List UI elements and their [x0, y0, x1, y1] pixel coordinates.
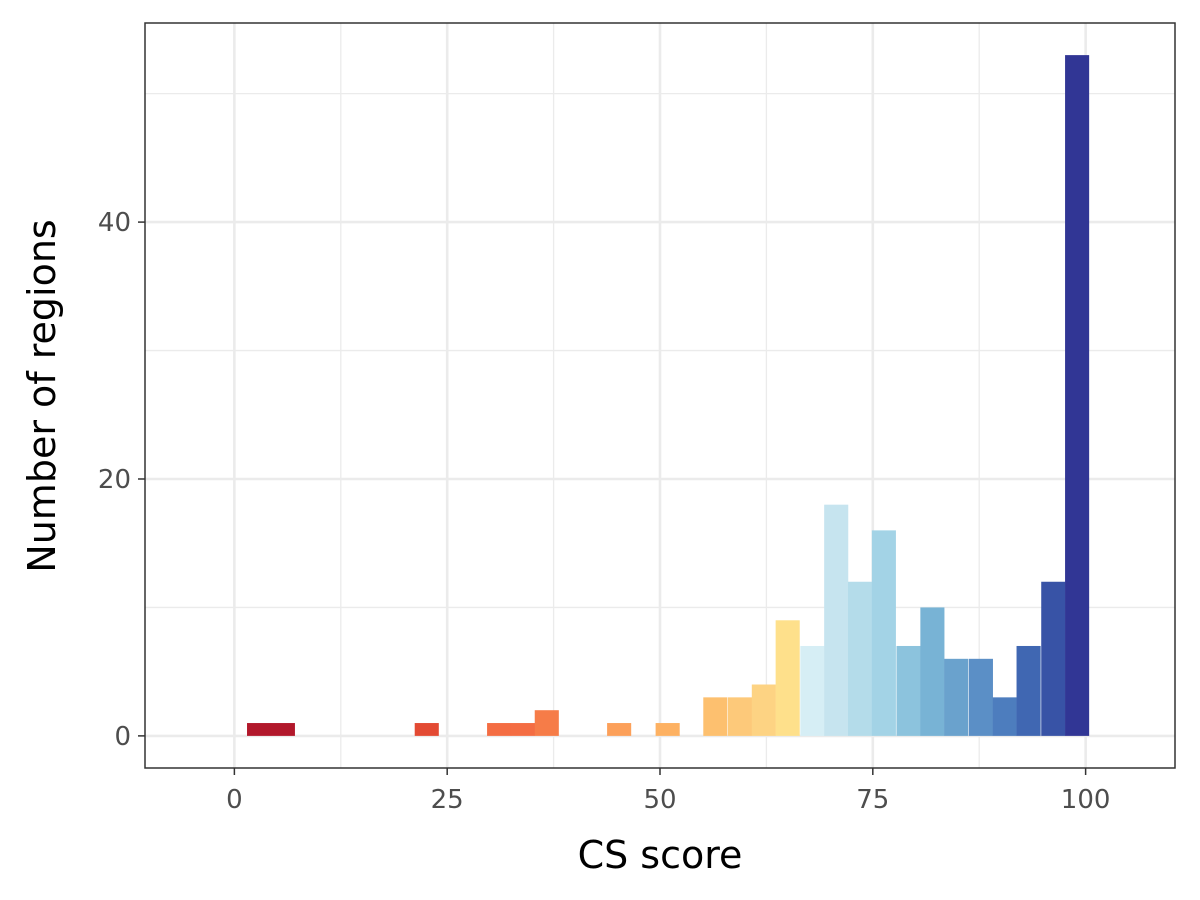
histogram-bar: [751, 684, 776, 736]
histogram-bar: [247, 723, 272, 736]
x-axis-title: CS score: [578, 833, 743, 877]
y-axis-title: Number of regions: [20, 219, 64, 572]
histogram-bar: [896, 645, 921, 736]
histogram-bar: [414, 723, 439, 736]
axis-ticks: 0 25 50 75 100 0 20 40: [98, 208, 1111, 815]
histogram-bar: [534, 710, 559, 736]
histogram-bar: [270, 723, 295, 736]
x-tick-label: 50: [643, 785, 676, 815]
histogram-bar: [727, 697, 753, 736]
y-tick-label: 40: [98, 208, 131, 238]
histogram-bar: [1065, 55, 1090, 736]
histogram-bar: [775, 620, 800, 736]
y-tick-label: 0: [114, 722, 131, 752]
histogram-bar: [871, 530, 896, 736]
histogram-bar: [992, 697, 1017, 736]
histogram-bar: [944, 658, 969, 736]
x-tick-label: 100: [1061, 785, 1111, 815]
x-tick-label: 75: [856, 785, 889, 815]
y-tick-label: 20: [98, 465, 131, 495]
histogram-bar: [800, 645, 825, 736]
histogram-bar: [920, 607, 945, 736]
histogram-bar: [703, 697, 728, 736]
histogram-bar: [824, 504, 849, 736]
histogram-bar: [968, 658, 993, 736]
histogram-bars: [247, 55, 1090, 736]
histogram-bar: [655, 723, 680, 736]
x-tick-label: 0: [226, 785, 243, 815]
histogram-bar: [510, 723, 535, 736]
histogram-bar: [607, 723, 632, 736]
histogram-bar: [1016, 645, 1041, 736]
histogram-bar: [847, 581, 873, 736]
x-tick-label: 25: [431, 785, 464, 815]
histogram-bar: [487, 723, 512, 736]
histogram-bar: [1041, 581, 1066, 736]
